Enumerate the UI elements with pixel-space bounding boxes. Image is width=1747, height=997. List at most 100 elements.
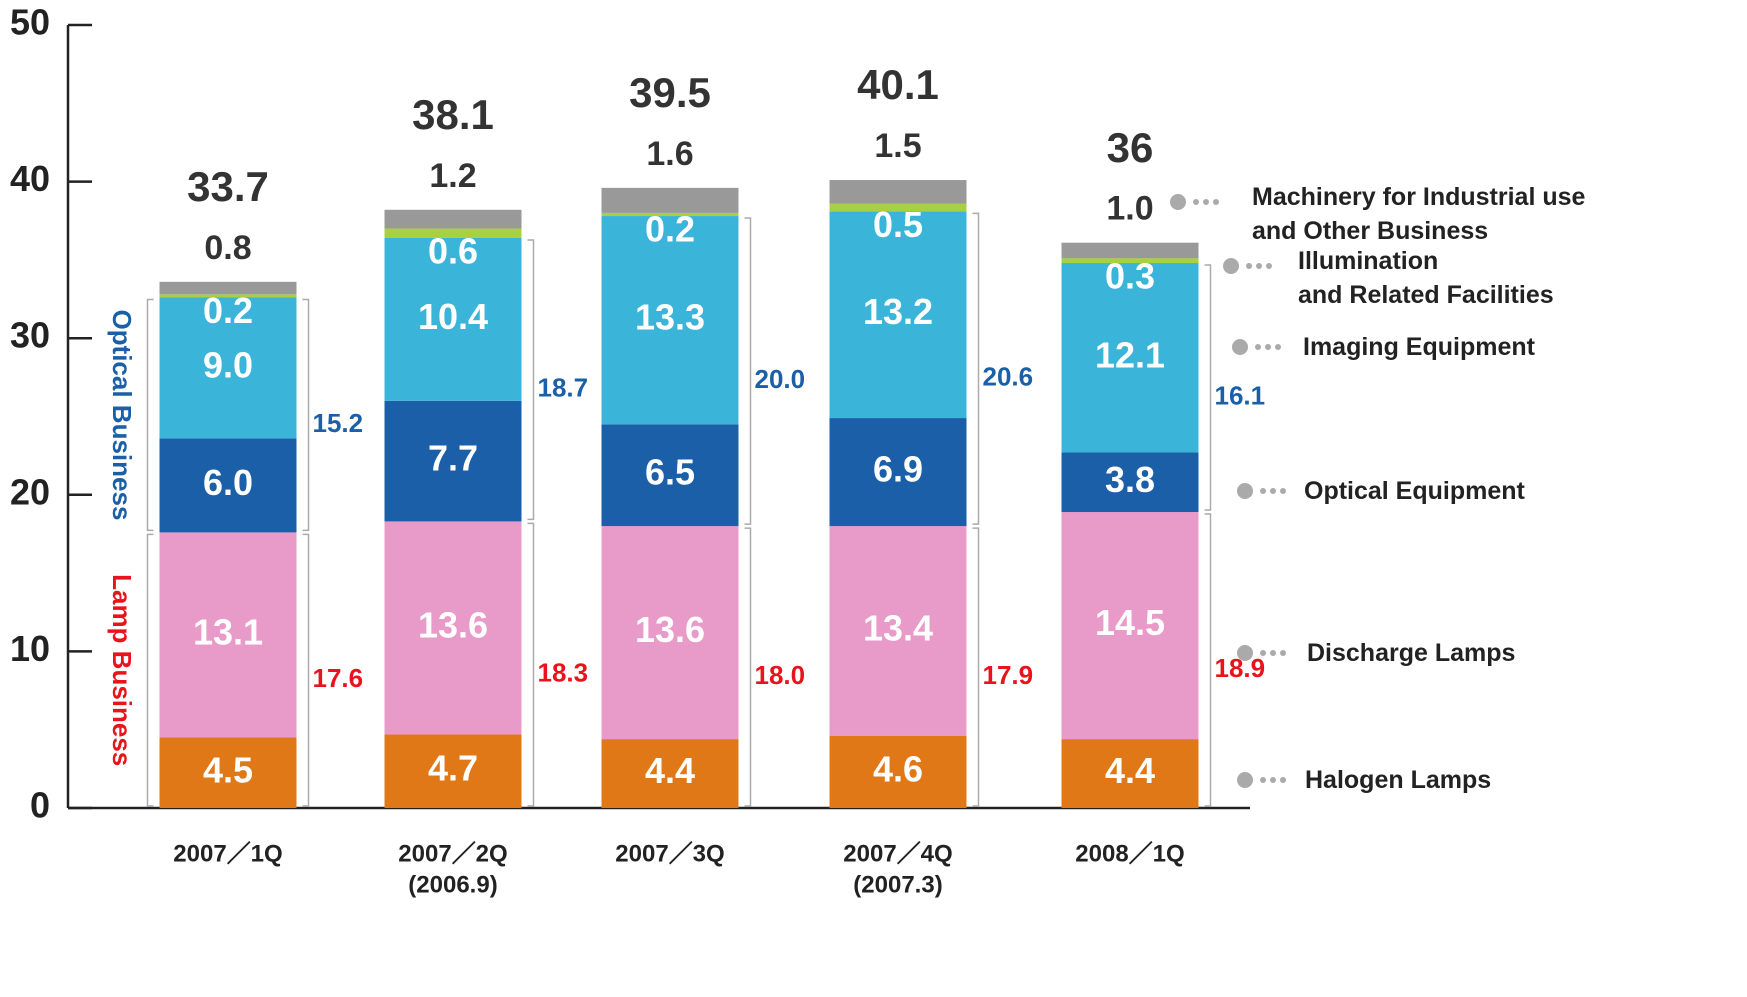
group-value: 18.3	[538, 658, 589, 688]
legend-dot-leader	[1280, 488, 1286, 494]
legend-dot	[1237, 645, 1253, 661]
value-label: 0.8	[204, 229, 251, 267]
bar-segment	[829, 211, 967, 419]
x-tick-label: 2007／1Q	[173, 840, 282, 867]
legend-dot-leader	[1275, 344, 1281, 350]
group-bracket	[527, 239, 535, 521]
group-bracket	[972, 212, 980, 525]
bar-segment	[384, 209, 522, 229]
value-label: 13.2	[863, 291, 933, 332]
bar-segment	[1061, 263, 1199, 453]
value-label: 3.8	[1105, 459, 1155, 500]
legend-dot-leader	[1265, 344, 1271, 350]
group-bracket	[744, 527, 752, 807]
bar-segment	[384, 228, 522, 238]
y-tick-label: 30	[10, 315, 50, 356]
bar-segment	[601, 216, 739, 425]
bar-segment	[384, 734, 522, 808]
value-label: 13.4	[863, 608, 933, 649]
legend-dot-leader	[1256, 263, 1262, 269]
legend-dot-leader	[1255, 344, 1261, 350]
value-label: 4.5	[203, 749, 253, 790]
bar-segment	[829, 180, 967, 204]
group-bracket	[1204, 264, 1212, 511]
value-label: 0.5	[873, 204, 923, 245]
group-bracket	[302, 533, 310, 807]
value-label: 1.6	[646, 135, 693, 173]
group-value: 15.2	[313, 408, 364, 438]
group-value: 17.6	[313, 663, 364, 693]
value-label: 0.2	[203, 290, 253, 331]
x-tick-sublabel: (2006.9)	[408, 871, 497, 898]
bar-segment	[601, 212, 739, 217]
legend-dot-leader	[1270, 777, 1276, 783]
group-bracket	[146, 298, 154, 532]
group-bracket	[302, 298, 310, 532]
legend-dot-leader	[1260, 650, 1266, 656]
group-value: 16.1	[1215, 380, 1266, 410]
legend-dot-leader	[1266, 263, 1272, 269]
legend-dot	[1237, 483, 1253, 499]
legend-dot-leader	[1213, 199, 1219, 205]
group-value: 20.6	[983, 362, 1034, 392]
value-label: 13.6	[635, 609, 705, 650]
bar-segment	[1061, 258, 1199, 264]
x-tick-label: 2007／3Q	[615, 840, 724, 867]
legend-dot-leader	[1280, 650, 1286, 656]
bar-segment	[159, 737, 297, 808]
y-tick-label: 40	[10, 158, 50, 199]
legend-dot	[1170, 194, 1186, 210]
group-name: Lamp Business	[107, 574, 137, 766]
value-label: 0.3	[1105, 256, 1155, 297]
value-label: 6.9	[873, 449, 923, 490]
bar-segment	[829, 203, 967, 212]
group-bracket	[972, 527, 980, 807]
legend-dot	[1232, 339, 1248, 355]
bar-segment	[829, 735, 967, 808]
value-label: 1.0	[1106, 190, 1153, 228]
group-bracket	[527, 522, 535, 807]
value-label: 7.7	[428, 438, 478, 479]
value-label: 4.6	[873, 748, 923, 789]
legend-dot-leader	[1270, 488, 1276, 494]
x-tick-label: 2007／2Q	[398, 840, 507, 867]
bar-segment	[159, 297, 297, 439]
value-label: 10.4	[418, 296, 488, 337]
legend-label: Machinery for Industrial use and Other B…	[1252, 183, 1586, 245]
bar-segment	[159, 532, 297, 738]
value-label: 13.1	[193, 611, 263, 652]
group-value: 18.7	[538, 373, 589, 403]
value-label: 12.1	[1095, 334, 1165, 375]
legend-dot	[1237, 772, 1253, 788]
bar-segment	[384, 521, 522, 735]
legend-dot-leader	[1246, 263, 1252, 269]
bar-segment	[829, 526, 967, 736]
value-label: 0.6	[428, 230, 478, 271]
legend-dot-leader	[1260, 777, 1266, 783]
bar-segment	[829, 418, 967, 527]
bar-segment	[1061, 739, 1199, 808]
bar-segment	[384, 400, 522, 522]
bar-segment	[384, 237, 522, 401]
value-label: 4.4	[645, 750, 695, 791]
bar-segment	[601, 739, 739, 808]
group-value: 18.0	[755, 660, 806, 690]
legend-dot-leader	[1270, 650, 1276, 656]
legend-label: Illumination and Related Facilities	[1298, 247, 1554, 309]
group-bracket	[1204, 513, 1212, 807]
legend-dot	[1223, 258, 1239, 274]
legend-label: Optical Equipment	[1304, 477, 1525, 505]
total-label: 39.5	[629, 69, 711, 116]
bar-segment	[601, 187, 739, 213]
value-label: 6.5	[645, 452, 695, 493]
bar-segment	[601, 526, 739, 740]
legend-label: Discharge Lamps	[1307, 639, 1516, 667]
bar-segment	[159, 281, 297, 295]
value-label: 1.5	[874, 127, 921, 165]
value-label: 13.6	[418, 604, 488, 645]
x-tick-label: 2008／1Q	[1075, 840, 1184, 867]
legend-label: Halogen Lamps	[1305, 766, 1492, 794]
value-label: 0.2	[645, 209, 695, 250]
bar-segment	[159, 294, 297, 298]
